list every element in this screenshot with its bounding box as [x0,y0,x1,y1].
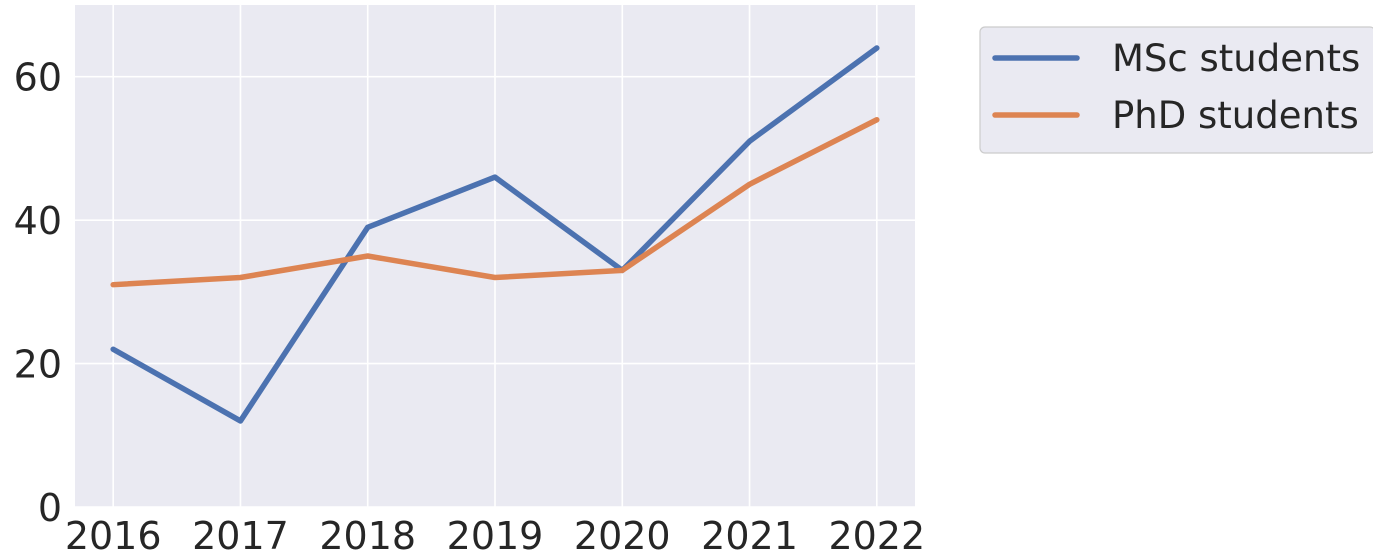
x-tick-label: 2018 [319,514,416,555]
x-tick-labels: 2016 2017 2018 2019 2020 2021 2022 [65,514,925,555]
series-line-0 [110,45,880,424]
y-tick-label: 0 [38,486,62,530]
series-lines [110,45,880,424]
x-tick-label: 2022 [828,514,925,555]
y-tick-label: 60 [14,56,62,100]
y-tick-label: 40 [14,199,62,243]
x-tick-label: 2020 [574,514,671,555]
x-tick-label: 2021 [701,514,798,555]
legend-label: MSc students [1112,37,1360,80]
y-tick-labels: 0 20 40 60 [14,56,62,530]
y-tick-label: 20 [14,343,62,387]
grid-lines [75,5,915,508]
x-tick-label: 2017 [192,514,289,555]
x-tick-label: 2019 [447,514,544,555]
x-tick-label: 2016 [65,514,162,555]
legend-label: PhD students [1112,94,1359,137]
series-line-1 [110,116,880,288]
legend: MSc students PhD students [979,26,1373,154]
